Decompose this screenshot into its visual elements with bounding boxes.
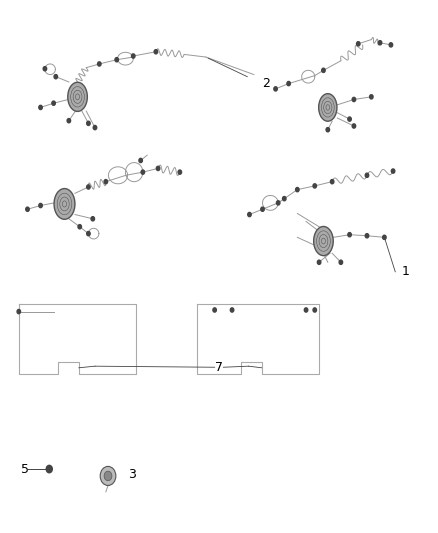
Circle shape xyxy=(287,82,290,86)
Text: 2: 2 xyxy=(262,77,270,90)
Circle shape xyxy=(339,260,343,264)
Circle shape xyxy=(326,127,329,132)
Circle shape xyxy=(178,170,182,174)
Circle shape xyxy=(274,87,277,91)
Circle shape xyxy=(17,310,21,314)
Ellipse shape xyxy=(68,82,87,111)
Circle shape xyxy=(248,213,251,216)
Circle shape xyxy=(322,68,325,72)
Text: 1: 1 xyxy=(402,265,410,278)
Text: 5: 5 xyxy=(21,463,29,475)
Circle shape xyxy=(54,75,57,79)
Circle shape xyxy=(230,308,234,312)
Ellipse shape xyxy=(54,189,75,219)
Circle shape xyxy=(39,106,42,110)
Circle shape xyxy=(365,233,369,238)
Circle shape xyxy=(26,207,29,212)
Circle shape xyxy=(276,201,280,205)
Circle shape xyxy=(370,95,373,99)
Ellipse shape xyxy=(314,227,333,256)
Circle shape xyxy=(352,124,356,128)
Circle shape xyxy=(139,158,142,163)
Circle shape xyxy=(156,166,160,171)
Circle shape xyxy=(87,231,90,236)
Circle shape xyxy=(213,308,216,312)
Circle shape xyxy=(348,232,351,237)
Circle shape xyxy=(87,185,90,189)
Circle shape xyxy=(348,117,351,121)
Circle shape xyxy=(131,54,135,58)
Circle shape xyxy=(261,207,264,212)
Circle shape xyxy=(52,101,55,106)
Circle shape xyxy=(296,188,299,192)
Circle shape xyxy=(39,204,42,208)
Circle shape xyxy=(104,180,108,184)
Circle shape xyxy=(154,50,158,54)
Circle shape xyxy=(383,235,386,239)
Circle shape xyxy=(104,471,112,481)
Circle shape xyxy=(378,41,382,45)
Circle shape xyxy=(91,216,95,221)
Circle shape xyxy=(304,308,308,312)
Circle shape xyxy=(357,42,360,46)
Circle shape xyxy=(43,67,47,71)
Circle shape xyxy=(46,465,52,473)
Circle shape xyxy=(115,58,118,62)
Circle shape xyxy=(365,173,369,177)
Circle shape xyxy=(78,224,81,229)
Ellipse shape xyxy=(319,94,337,121)
Circle shape xyxy=(98,62,101,66)
Text: 7: 7 xyxy=(215,361,223,374)
Circle shape xyxy=(389,43,392,47)
Circle shape xyxy=(313,308,317,312)
Circle shape xyxy=(100,466,116,486)
Circle shape xyxy=(313,184,317,188)
Circle shape xyxy=(391,169,395,173)
Circle shape xyxy=(330,180,334,184)
Circle shape xyxy=(93,125,97,130)
Circle shape xyxy=(87,121,90,125)
Text: 3: 3 xyxy=(127,468,135,481)
Circle shape xyxy=(67,118,71,123)
Circle shape xyxy=(283,197,286,201)
Circle shape xyxy=(318,260,321,264)
Circle shape xyxy=(352,98,356,102)
Circle shape xyxy=(141,170,145,174)
